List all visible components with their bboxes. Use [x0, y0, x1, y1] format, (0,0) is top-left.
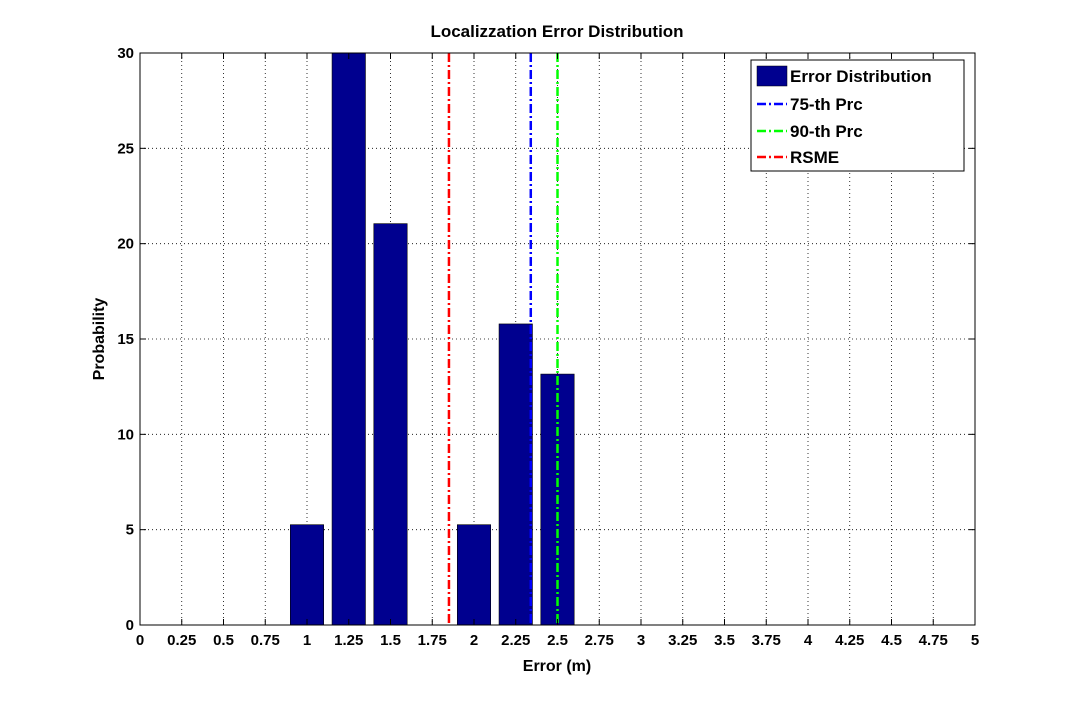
legend-label-90th-prc: 90-th Prc: [790, 122, 863, 141]
y-axis-label: Probability: [91, 298, 108, 381]
x-tick-label: 1.25: [334, 632, 363, 649]
axis-ticks: 0 0.25 0.5 0.75 1 1.25 1.5 1.75 2 2.25 2.5 2.75 3 3.2…: [117, 45, 979, 649]
x-tick-label: 2.5: [547, 632, 568, 649]
y-tick-label: 5: [126, 522, 134, 539]
bar: [331, 52, 366, 626]
x-tick-label: 3.75: [752, 632, 781, 649]
x-tick-label: 4.25: [835, 632, 864, 649]
x-tick-label: 0.5: [213, 632, 234, 649]
x-tick-label: 4: [804, 632, 813, 649]
x-tick-label: 0.25: [167, 632, 196, 649]
x-tick-label: 5: [971, 632, 979, 649]
y-tick-label: 30: [117, 45, 134, 62]
y-tick-label: 25: [117, 140, 134, 157]
legend: Error Distribution 75-th Prc 90-th Prc R…: [750, 59, 965, 172]
bar: [456, 524, 491, 626]
x-tick-label: 2.75: [585, 632, 614, 649]
x-tick-label: 1: [303, 632, 311, 649]
bars: [289, 52, 575, 626]
y-tick-label: 20: [117, 236, 134, 253]
chart-title: Localizzation Error Distribution: [430, 22, 683, 41]
bar: [498, 323, 533, 626]
bar: [289, 524, 324, 626]
x-tick-label: 3.25: [668, 632, 697, 649]
y-tick-label: 0: [126, 617, 134, 634]
x-tick-label: 3.5: [714, 632, 735, 649]
x-tick-label: 1.75: [418, 632, 447, 649]
x-tick-label: 4.75: [919, 632, 948, 649]
x-tick-label: 0.75: [251, 632, 280, 649]
legend-label-error-distribution: Error Distribution: [790, 67, 932, 86]
y-tick-label: 10: [117, 426, 134, 443]
legend-label-75th-prc: 75-th Prc: [790, 95, 863, 114]
x-tick-label: 1.5: [380, 632, 401, 649]
legend-swatch-error-distribution: [756, 65, 788, 87]
x-tick-label: 4.5: [881, 632, 902, 649]
percentile-lines: [447, 53, 559, 625]
y-tick-label: 15: [117, 331, 134, 348]
x-tick-label: 2.25: [501, 632, 530, 649]
x-tick-label: 0: [136, 632, 144, 649]
bar: [373, 223, 408, 626]
x-tick-label: 2: [470, 632, 478, 649]
x-axis-label: Error (m): [523, 658, 591, 675]
legend-label-rsme: RSME: [790, 148, 839, 167]
x-tick-label: 3: [637, 632, 645, 649]
